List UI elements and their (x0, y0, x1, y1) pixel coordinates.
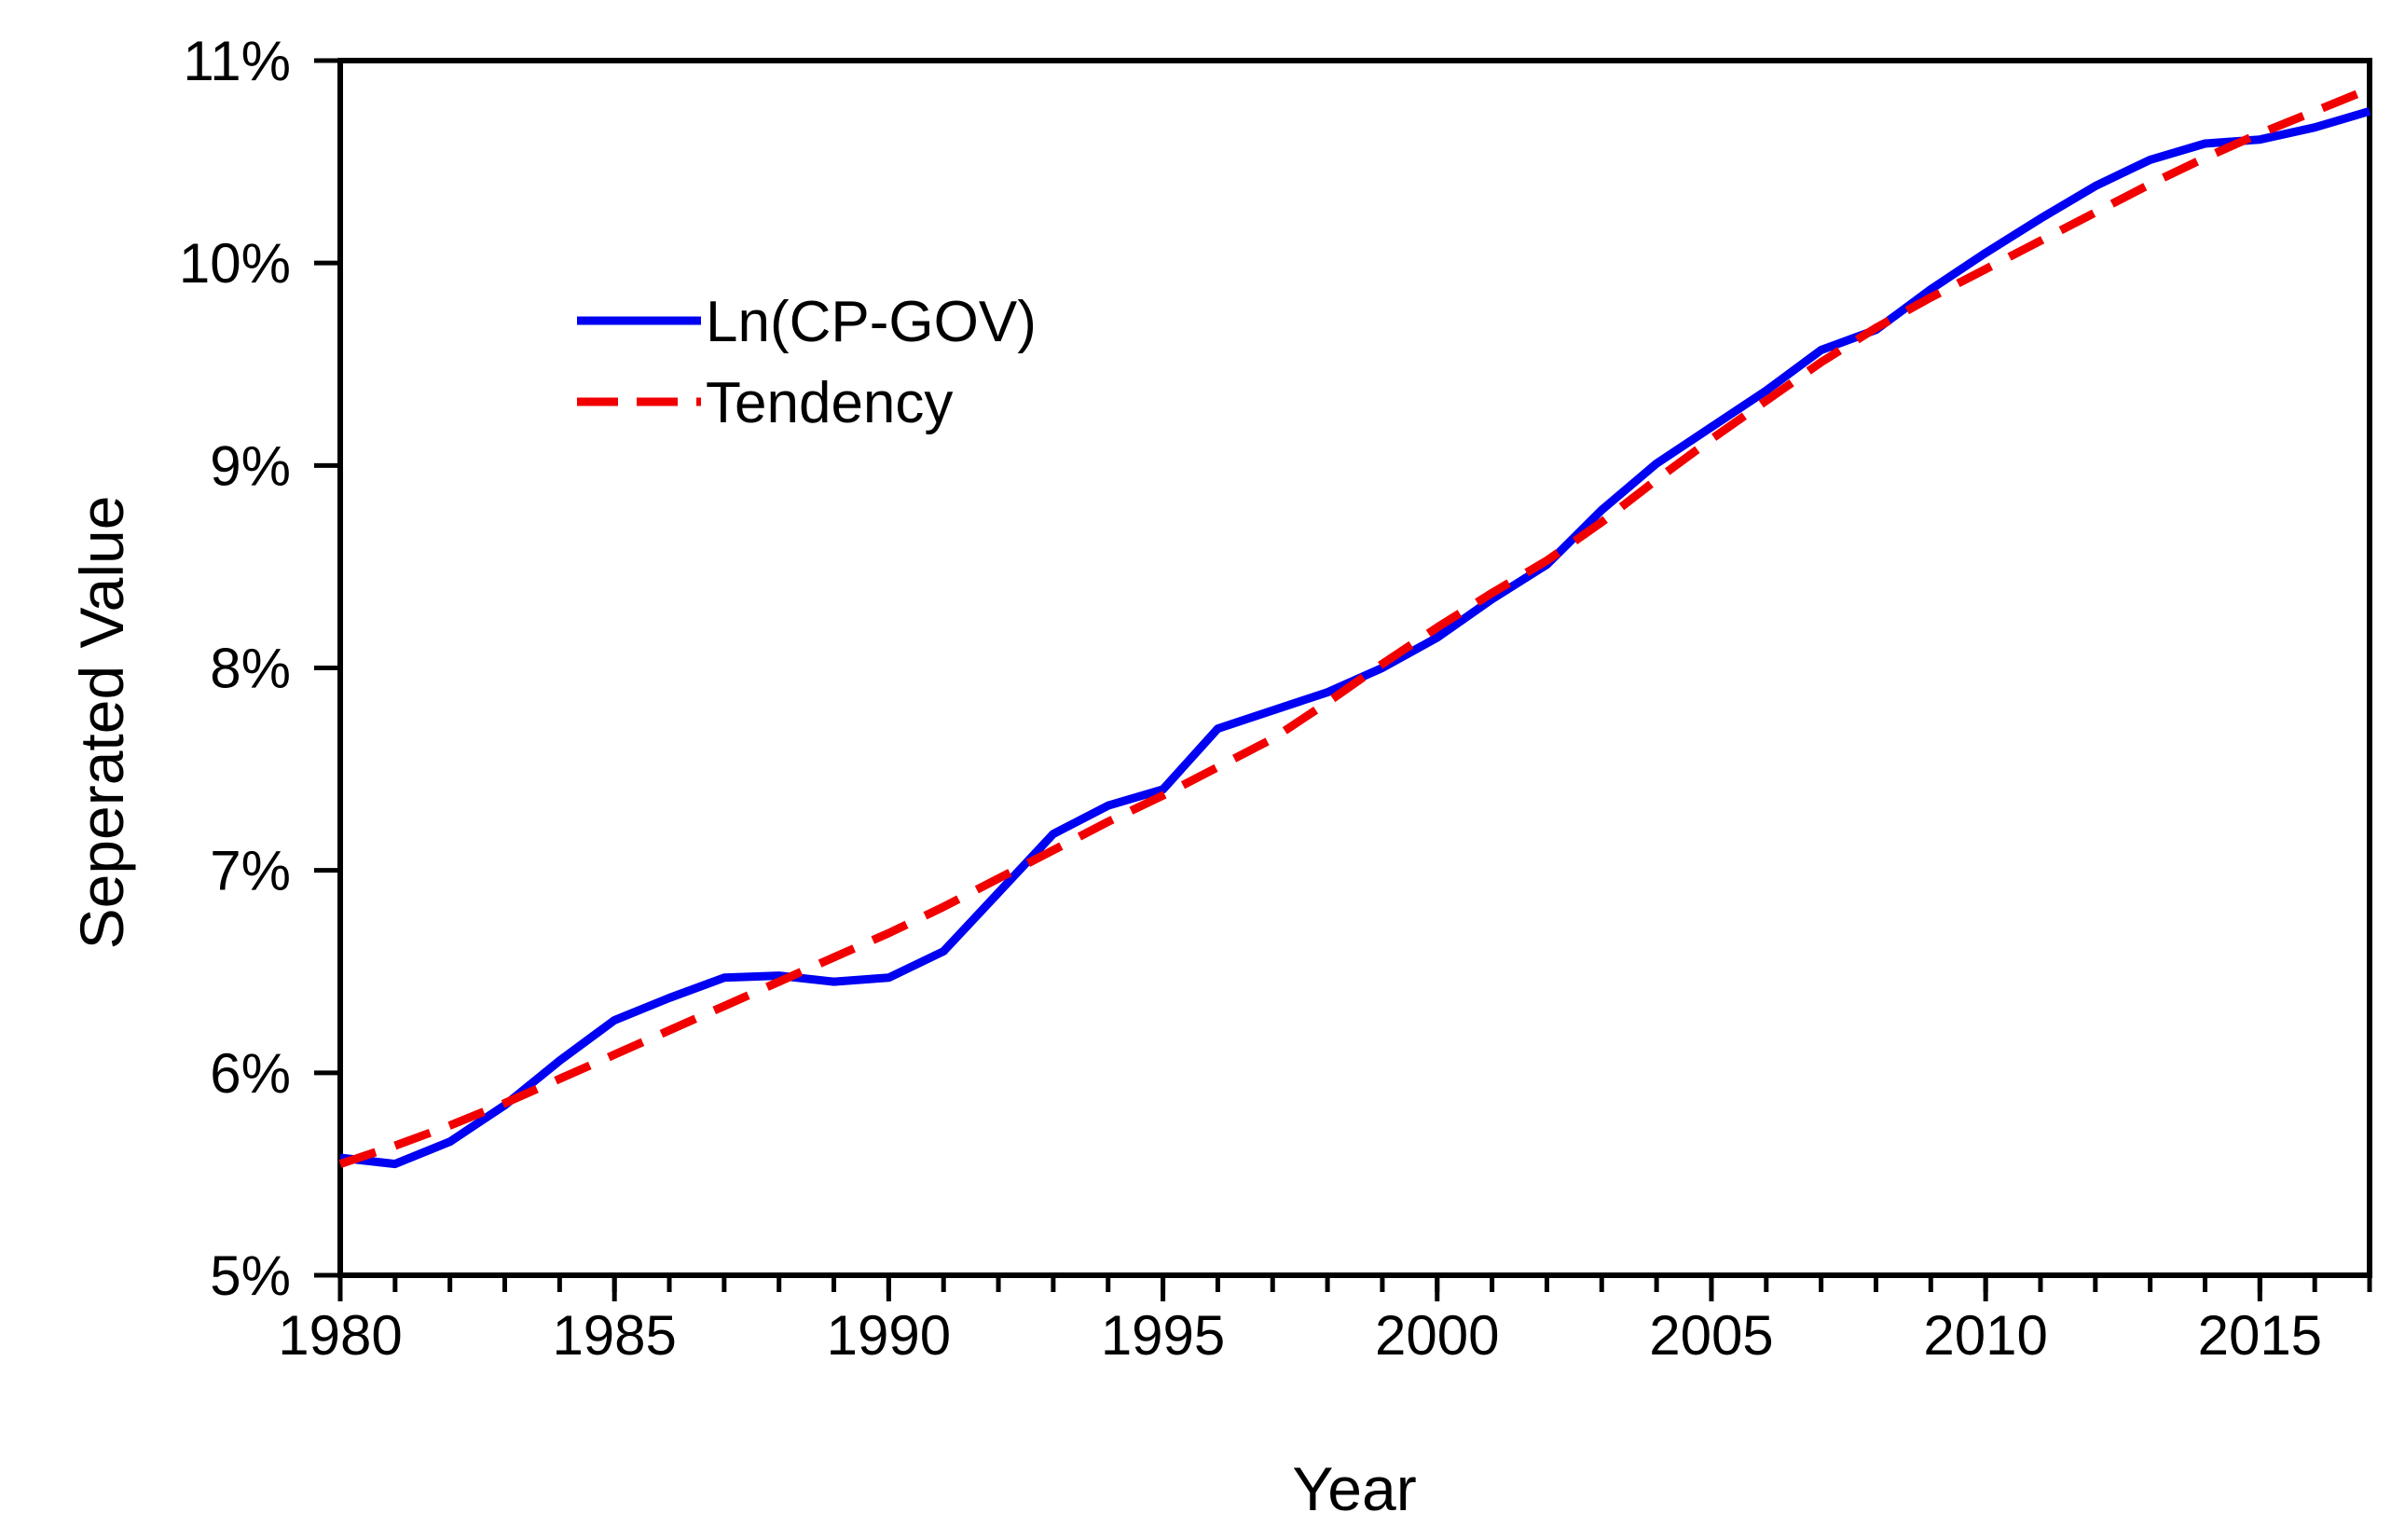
series-line-ln-cp-gov (339, 106, 2371, 1169)
y-axis-ticks (314, 58, 340, 1278)
x-tick-label: 1990 (827, 1304, 951, 1367)
series-line-tendency (338, 85, 2371, 1168)
y-axis-title: Seperated Value (67, 496, 136, 950)
y-tick-label: 8% (210, 638, 291, 700)
y-tick-label: 9% (210, 434, 291, 497)
x-axis-ticks (337, 1275, 2372, 1301)
y-tick-label: 6% (210, 1042, 291, 1105)
y-axis-tick-labels: 5% 6% 7% 8% 9% 10% 11% (179, 30, 291, 1307)
plot-frame (337, 58, 2372, 1278)
x-axis-title: Year (1292, 1454, 1416, 1523)
legend-label-tendency: Tendency (706, 371, 953, 435)
legend: Ln(CP-GOV) Tendency (577, 290, 1037, 435)
series-layer (338, 85, 2371, 1169)
y-tick-label: 7% (210, 840, 291, 902)
legend-label-ln-cp-gov: Ln(CP-GOV) (706, 290, 1037, 354)
y-tick-label: 10% (179, 232, 291, 295)
y-tick-label: 11% (183, 30, 291, 92)
x-tick-label: 1995 (1101, 1304, 1225, 1367)
y-tick-label: 5% (210, 1244, 291, 1307)
x-tick-label: 1980 (278, 1304, 402, 1367)
x-tick-label: 2000 (1375, 1304, 1499, 1367)
x-axis-tick-labels: 1980 1985 1990 1995 2000 2005 2010 2015 (278, 1304, 2322, 1367)
x-tick-label: 2005 (1649, 1304, 1773, 1367)
x-tick-label: 2010 (1923, 1304, 2047, 1367)
x-tick-label: 2015 (2198, 1304, 2322, 1367)
x-tick-label: 1985 (552, 1304, 676, 1367)
